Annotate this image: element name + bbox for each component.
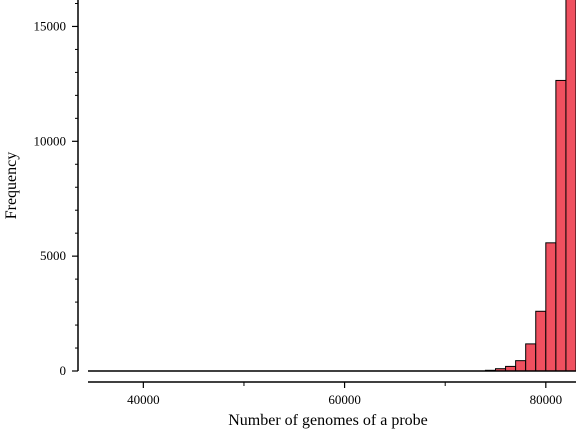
x-tick-label: 60000 xyxy=(328,392,361,407)
x-tick-label: 80000 xyxy=(530,392,563,407)
histogram-bar xyxy=(525,343,537,372)
histogram-bar xyxy=(535,310,547,372)
x-axis: 40000 60000 80000 xyxy=(88,381,576,407)
histogram-bar xyxy=(545,242,557,372)
histogram-bar xyxy=(565,0,576,372)
y-axis-title: Frequency xyxy=(3,152,20,220)
y-tick-label: 0 xyxy=(60,363,67,378)
y-tick-label: 10000 xyxy=(34,133,67,148)
x-tick-label: 40000 xyxy=(127,392,160,407)
x-axis-title: Number of genomes of a probe xyxy=(228,412,428,429)
histogram-bar xyxy=(555,79,567,372)
y-tick-label: 5000 xyxy=(40,248,66,263)
histogram-bar xyxy=(515,360,527,372)
histogram-bars xyxy=(484,0,576,372)
y-tick-label: 15000 xyxy=(34,18,67,33)
y-axis: 0 5000 10000 15000 xyxy=(34,0,79,378)
